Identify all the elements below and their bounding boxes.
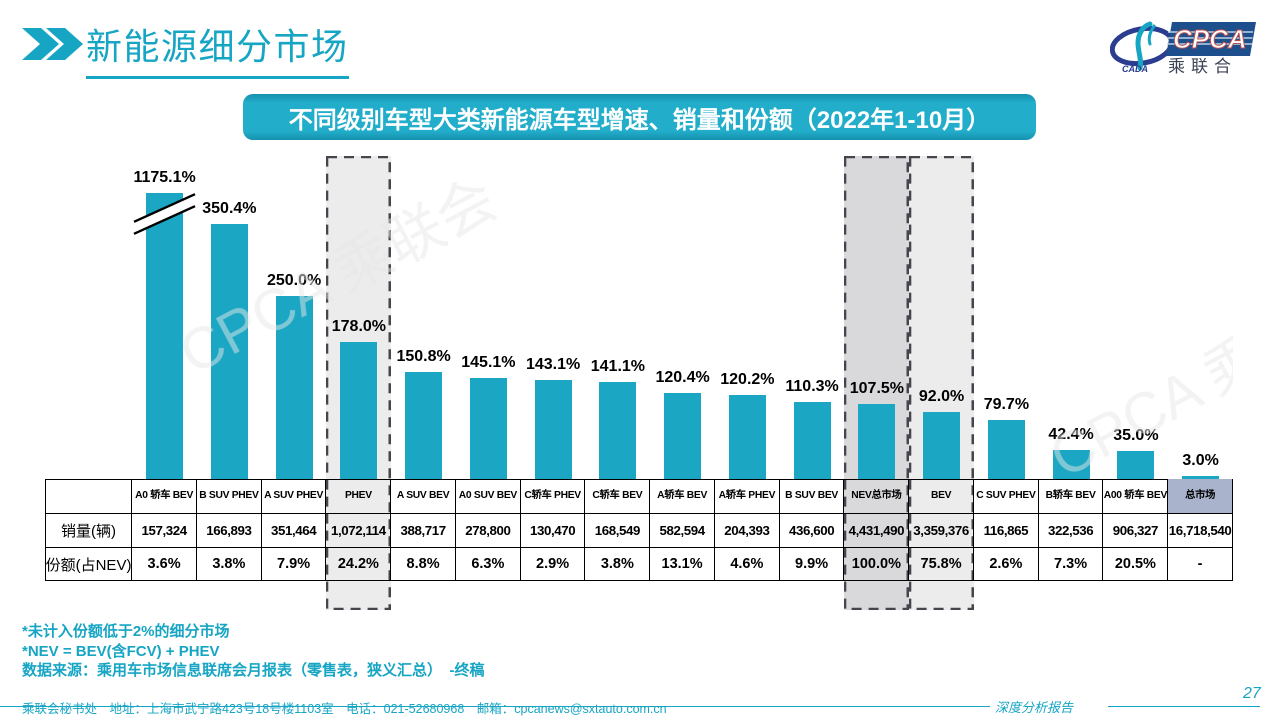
svg-text:CPCA: CPCA <box>1173 24 1247 54</box>
svg-text:乘联合: 乘联合 <box>1168 57 1237 76</box>
svg-text:CADA: CADA <box>1122 64 1148 74</box>
